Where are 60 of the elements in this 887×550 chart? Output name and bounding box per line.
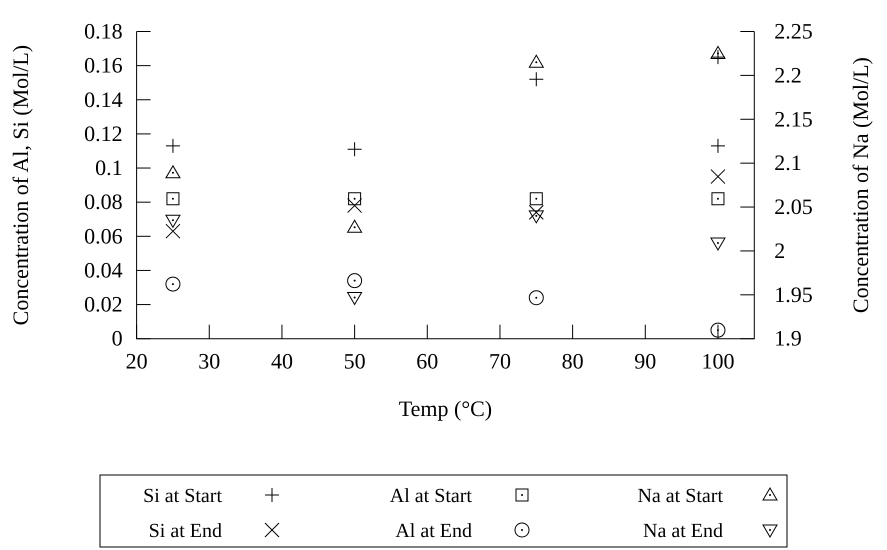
point [710,322,726,338]
y-tick-label: 0.06 [84,223,123,248]
x-tick-label: 60 [416,348,438,374]
x-tick-label: 30 [198,348,220,374]
x-tick-label: 100 [701,348,734,374]
point [710,238,726,251]
point [165,214,180,228]
point [528,290,544,306]
legend-label: Al at Start [390,485,472,507]
point [165,276,180,292]
point [165,165,180,178]
point [711,192,724,206]
point [347,142,362,157]
y-tick-label: 0.02 [84,292,123,317]
y-axis-title: Concentration of Al, Si (Mol/L) [8,44,33,326]
x-tick-label: 40 [270,348,293,374]
y2-tick-label: 1.95 [774,282,813,307]
x-tick-label: 70 [488,348,511,374]
y-tick-label: 0.08 [84,189,123,214]
y2-axis-title: Concentration of Na (Mol/L) [848,57,873,314]
y-tick-label: 0.18 [84,18,123,44]
y-tick-label: 0.04 [84,257,123,282]
point [530,192,543,206]
point [710,169,726,184]
y2-tick-label: 1.9 [774,326,802,351]
point [528,210,544,224]
legend-label: Na at Start [637,485,724,507]
point [710,46,726,59]
y-tick-label: 0.1 [95,155,123,180]
point [347,292,362,305]
x-tick-label: 50 [344,348,366,374]
y2-tick-label: 2.1 [774,150,802,176]
point [348,192,362,206]
point [165,138,180,154]
y-tick-label: 0.12 [84,120,123,146]
point [710,138,726,154]
x-tick-label: 20 [126,348,148,374]
legend-label: Al at End [395,520,472,542]
point [528,54,544,68]
y2-tick-label: 2.25 [774,18,813,44]
point [528,204,544,220]
x-tick-label: 80 [562,348,584,374]
y-tick-label: 0.14 [84,86,123,112]
point [347,198,362,214]
point [165,224,180,239]
legend-label: Na at End [643,520,723,542]
x-axis-title: Temp (°C) [398,396,492,421]
point [528,72,544,87]
y2-tick-label: 2.05 [774,194,813,220]
legend-label: Si at Start [143,485,222,507]
y2-tick-label: 2.2 [774,62,802,88]
legend-label: Si at End [148,520,222,542]
y-tick-label: 0.16 [84,52,123,78]
point [347,220,362,233]
y-tick-label: 0 [112,326,123,351]
point [166,192,180,206]
y2-tick-label: 2 [774,238,786,263]
point [347,273,362,288]
y2-tick-label: 2.15 [774,106,813,132]
x-tick-label: 90 [634,348,656,374]
